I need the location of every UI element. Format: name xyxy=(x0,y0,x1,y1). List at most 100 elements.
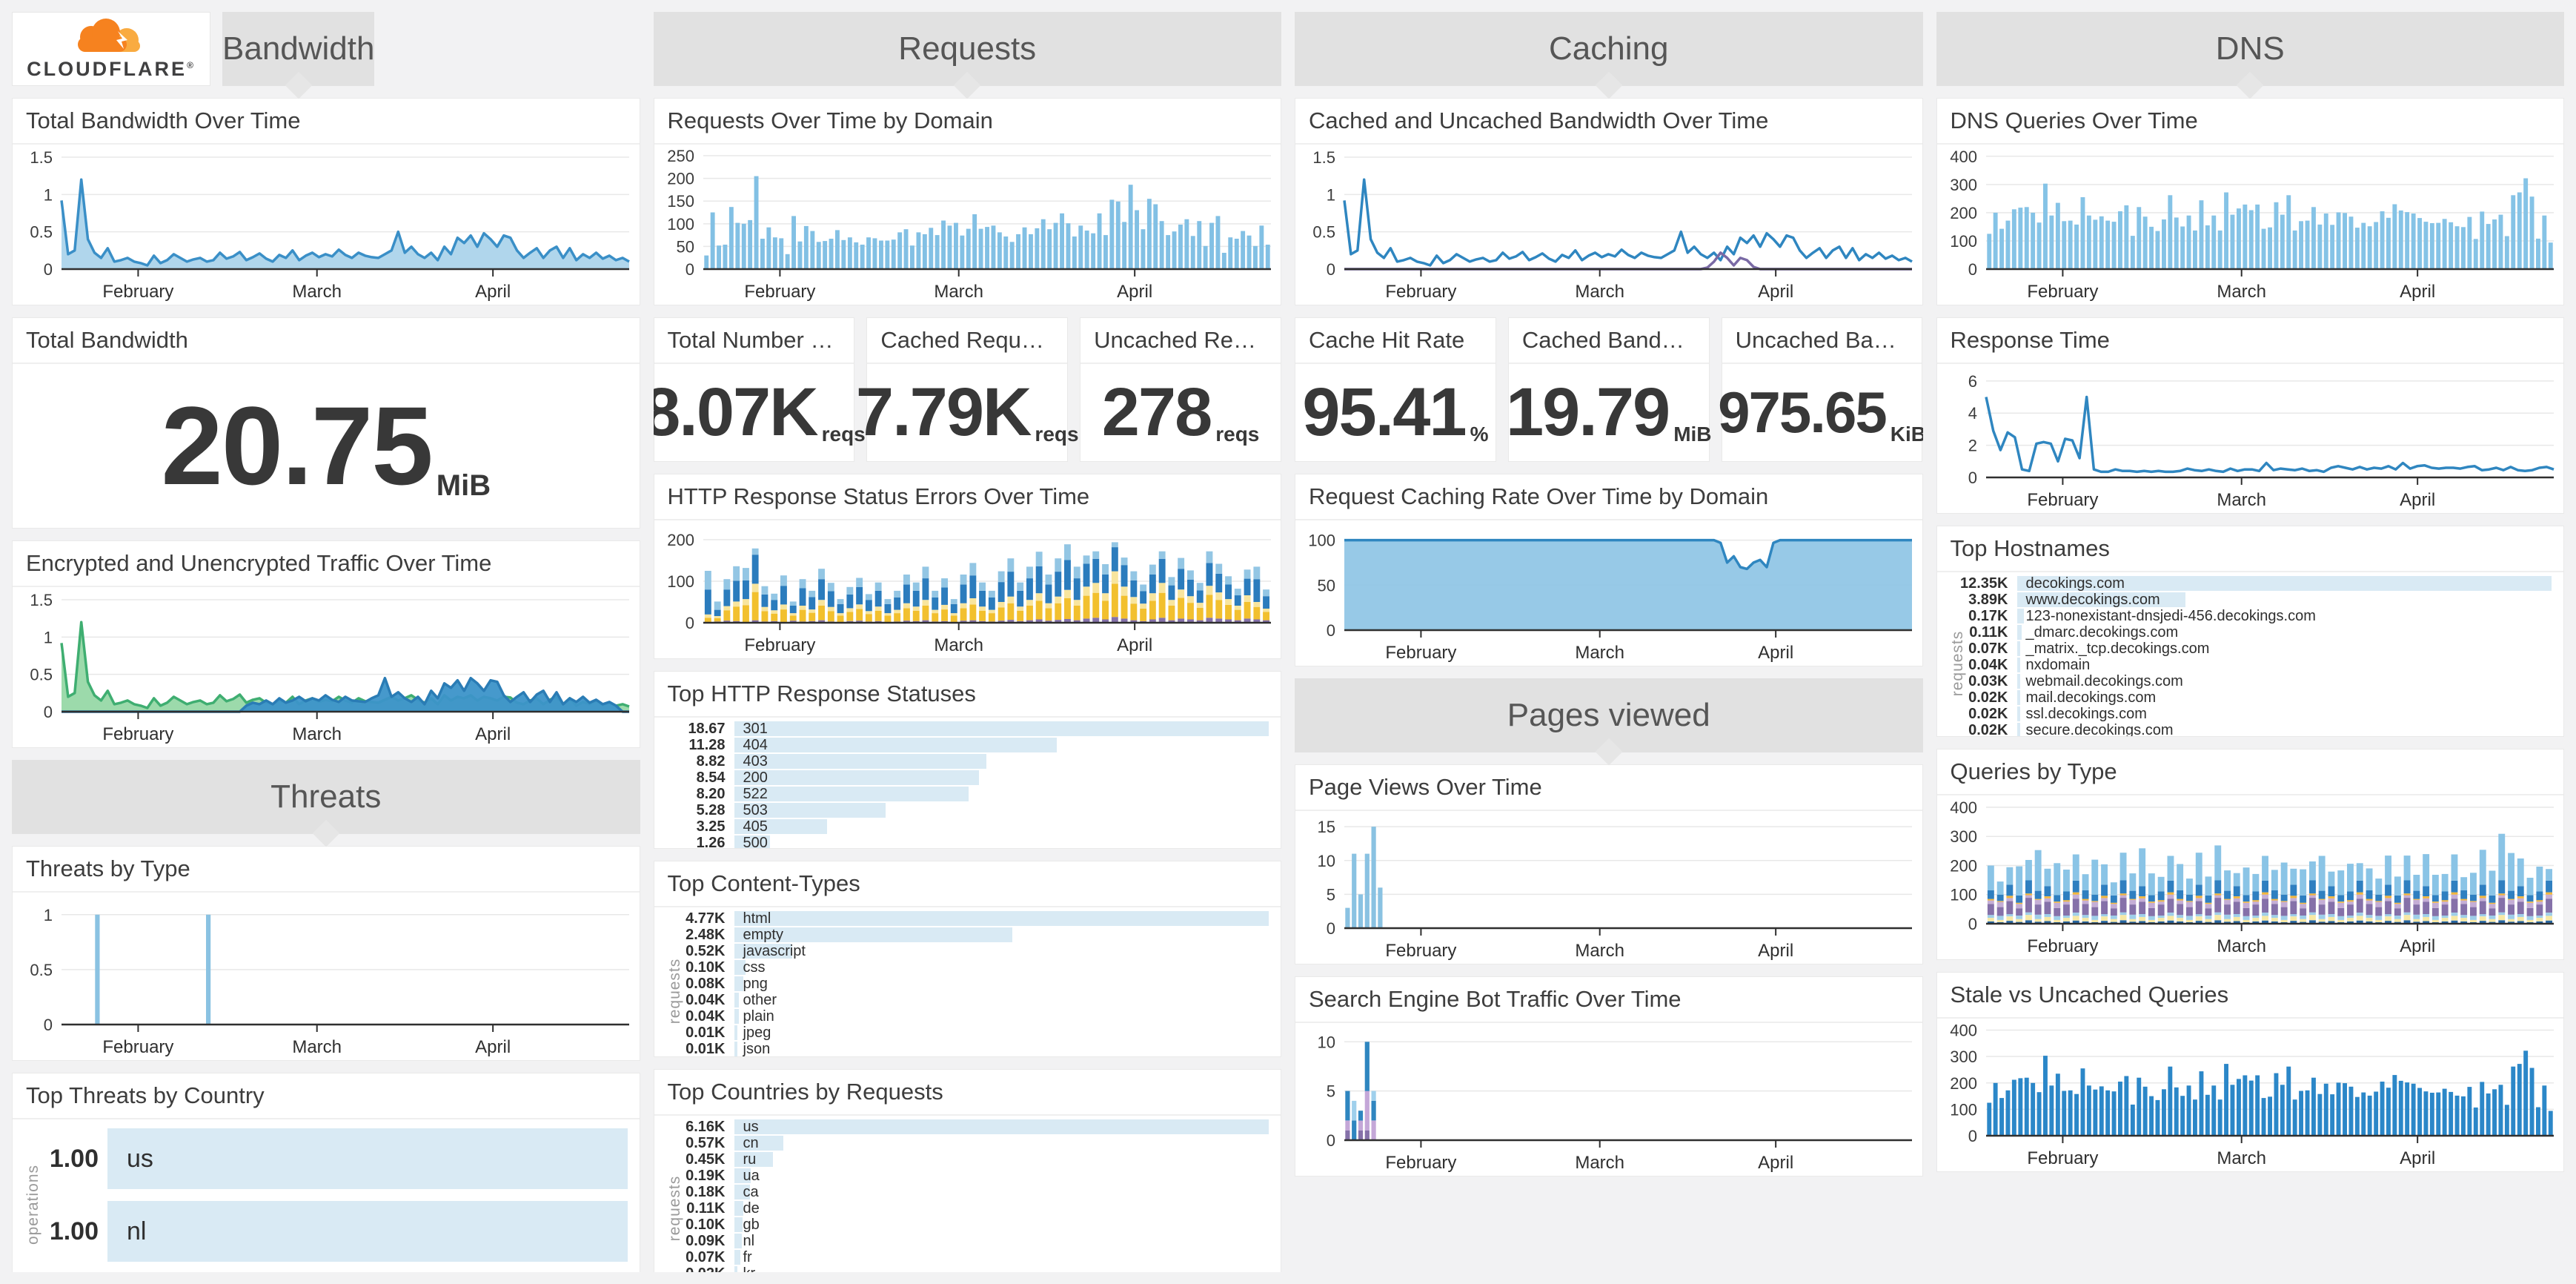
list-item[interactable]: 0.01K jpeg xyxy=(654,1025,1269,1041)
dns-queries-chart[interactable]: 0 100 200 300 400 February March April xyxy=(1937,145,2564,305)
encrypted-traffic-chart[interactable]: 0 0.5 1 1.5 February March April xyxy=(13,587,640,747)
list-item[interactable]: 4.77K html xyxy=(654,910,1269,927)
list-item-label: cn xyxy=(743,1134,759,1151)
list-item-bar xyxy=(734,1042,737,1056)
stat-unit: reqs xyxy=(1035,423,1079,446)
list-item[interactable]: 0.18K ca xyxy=(654,1184,1269,1200)
requests-over-time-chart[interactable]: 0 50 100 150 200 250 February March April xyxy=(654,145,1281,305)
list-item[interactable]: 0.52K javascript xyxy=(654,943,1269,959)
panel-title: Cached and Uncached Bandwidth Over Time xyxy=(1295,99,1922,145)
list-item-value: 0.02K xyxy=(654,1265,734,1273)
list-item-label: kr xyxy=(734,1265,756,1273)
panel-total-requests: Total Number of Re… 8.07K reqs xyxy=(653,317,866,462)
list-item-bar xyxy=(734,1250,740,1265)
list-item[interactable]: 0.57K cn xyxy=(654,1135,1269,1151)
list-item-value: 0.02K xyxy=(1968,705,2008,722)
stat-unit: KiB xyxy=(1890,423,1923,446)
list-item-bar xyxy=(734,1025,737,1040)
svg-text:200: 200 xyxy=(667,170,694,188)
list-item[interactable]: 0.17K 123-nonexistant-dnsjedi-456.decokin… xyxy=(1937,608,2552,624)
response-time-chart[interactable]: 0 2 4 6 February March April xyxy=(1937,364,2564,513)
http-errors-chart[interactable]: 0 100 200 February March April xyxy=(654,520,1281,658)
list-item[interactable]: 1.00 nl xyxy=(13,1198,628,1265)
list-item-value: 0.57K xyxy=(686,1134,726,1151)
list-item[interactable]: 12.35K decokings.com xyxy=(1937,575,2552,592)
list-item[interactable]: 0.04K nxdomain xyxy=(1937,657,2552,673)
stat-value: 7.79K xyxy=(855,374,1032,450)
list-item-value: 0.09K xyxy=(686,1232,726,1249)
list-item[interactable]: 2.48K empty xyxy=(654,927,1269,943)
list-item[interactable]: 0.02Kkr xyxy=(654,1265,1269,1272)
stale-uncached-chart[interactable]: 0 100 200 300 400 February March April xyxy=(1937,1019,2564,1171)
list-item[interactable]: 0.02K secure.decokings.com xyxy=(1937,722,2552,736)
cloudflare-logo: CLOUDFLARE® xyxy=(12,12,210,86)
list-item-value: 0.01K xyxy=(686,1040,726,1057)
list-item-bar xyxy=(734,1168,751,1183)
panel-cached-requests: Cached Requests 7.79K reqs xyxy=(856,317,1079,462)
list-item[interactable]: 11.28 404 xyxy=(654,737,1269,753)
bandwidth-header-row: CLOUDFLARE® Bandwidth xyxy=(12,12,640,86)
list-item[interactable]: 18.67 301 xyxy=(654,721,1269,737)
list-item[interactable]: 0.11K _dmarc.decokings.com xyxy=(1937,624,2552,641)
list-item-label: 404 xyxy=(743,736,768,753)
svg-text:February: February xyxy=(744,635,815,655)
panel-dns-queries: DNS Queries Over Time 0 100 200 300 400 Febru… xyxy=(1936,98,2564,305)
threats-by-type-chart[interactable]: 0 0.5 1 February March April xyxy=(13,893,640,1060)
panel-cached-bandwidth: Cached Bandwidth 19.79 MiB xyxy=(1506,317,1712,462)
svg-text:March: March xyxy=(292,1037,342,1057)
list-item-bar xyxy=(2016,690,2020,705)
list-item[interactable]: 1.26 500 xyxy=(654,835,1269,848)
list-item[interactable]: 0.07K fr xyxy=(654,1249,1269,1265)
list-item[interactable]: 3.89K www.decokings.com xyxy=(1937,592,2552,608)
list-item[interactable]: 0.04K other xyxy=(654,992,1269,1008)
panel-request-caching-rate: Request Caching Rate Over Time by Domain… xyxy=(1295,474,1923,666)
list-item[interactable]: 0.08K png xyxy=(654,976,1269,992)
svg-text:0.5: 0.5 xyxy=(30,961,53,979)
caching-rate-chart[interactable]: 0 50 100 February March April xyxy=(1295,520,1922,666)
list-item-bar xyxy=(734,819,828,834)
list-item[interactable]: 3.25 405 xyxy=(654,818,1269,835)
svg-text:March: March xyxy=(292,724,342,744)
requests-stats-row: Total Number of Re… 8.07K reqs Cached Re… xyxy=(653,317,1282,462)
list-item[interactable]: 8.54 200 xyxy=(654,770,1269,786)
list-item[interactable]: 0.10K gb xyxy=(654,1217,1269,1233)
list-item[interactable]: 0.19K ua xyxy=(654,1168,1269,1184)
svg-text:100: 100 xyxy=(1950,886,1977,904)
list-item[interactable]: 0.03K webmail.decokings.com xyxy=(1937,673,2552,689)
svg-text:1: 1 xyxy=(44,628,53,646)
cached-uncached-chart[interactable]: 0 0.5 1 1.5 February March April xyxy=(1295,145,1922,305)
bot-traffic-chart[interactable]: 0 5 10 February March April xyxy=(1295,1023,1922,1176)
list-item[interactable]: 8.20 522 xyxy=(654,786,1269,802)
list-item-label: us xyxy=(127,1144,153,1173)
svg-text:April: April xyxy=(475,282,511,302)
page-views-chart[interactable]: 0 5 10 15 February March April xyxy=(1295,811,1922,964)
list-item-bar xyxy=(734,1119,1269,1134)
svg-text:February: February xyxy=(2027,490,2098,510)
queries-by-type-chart[interactable]: 0 100 200 300 400 February March April xyxy=(1937,795,2564,959)
list-item[interactable]: 0.02K ssl.decokings.com xyxy=(1937,706,2552,722)
list-item[interactable]: 0.10K css xyxy=(654,959,1269,976)
list-item[interactable]: 0.45K ru xyxy=(654,1151,1269,1168)
list-item[interactable]: 0.01K json xyxy=(654,1041,1269,1056)
svg-text:March: March xyxy=(1575,643,1624,663)
list-item[interactable]: 0.04K plain xyxy=(654,1008,1269,1025)
column-bandwidth: CLOUDFLARE® Bandwidth Total Bandwidth Ov… xyxy=(12,12,640,1272)
svg-text:100: 100 xyxy=(1950,232,1977,251)
svg-text:4: 4 xyxy=(1968,404,1976,423)
list-item[interactable]: 5.28 503 xyxy=(654,802,1269,818)
list-item-label: gb xyxy=(743,1216,760,1233)
panel-title: Total Bandwidth Over Time xyxy=(13,99,640,145)
list-item[interactable]: 8.82 403 xyxy=(654,753,1269,770)
panel-title: Total Number of Re… xyxy=(654,318,854,364)
svg-text:February: February xyxy=(1385,941,1456,961)
list-item[interactable]: 6.16K us xyxy=(654,1119,1269,1135)
panel-title: Total Bandwidth xyxy=(13,318,640,364)
list-item[interactable]: 0.11K de xyxy=(654,1200,1269,1217)
total-bandwidth-chart[interactable]: 0 0.5 1 1.5 February March April xyxy=(13,145,640,305)
list-item[interactable]: 0.07K _matrix._tcp.decokings.com xyxy=(1937,641,2552,657)
list-item[interactable]: 0.09K nl xyxy=(654,1233,1269,1249)
list-item-label: mail.decokings.com xyxy=(2025,689,2157,706)
list-item[interactable]: 0.02K mail.decokings.com xyxy=(1937,689,2552,706)
list-item[interactable]: 1.00 us xyxy=(13,1125,628,1192)
list-item-value: 0.17K xyxy=(1968,607,2008,624)
